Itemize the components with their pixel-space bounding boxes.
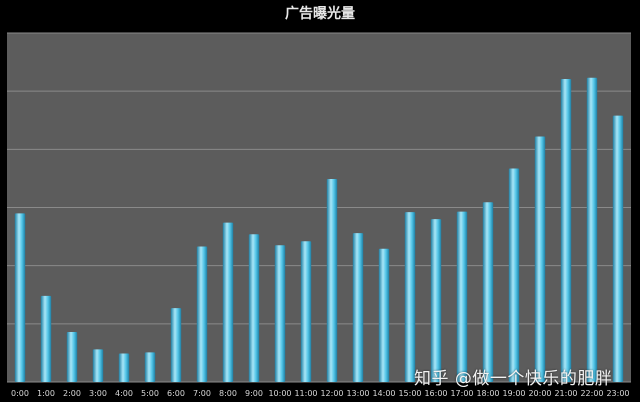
x-tick-label: 13:00 [346,389,369,398]
chart-title: 广告曝光量 [285,5,355,22]
x-tick-label: 16:00 [424,389,447,398]
bar-16:00 [430,219,442,382]
bar-6:00 [170,308,182,382]
x-tick-label: 18:00 [476,389,499,398]
bar-20:00 [534,136,546,382]
bar-3:00 [92,349,104,382]
bar-11:00 [300,241,312,382]
x-tick-label: 0:00 [11,389,29,398]
x-tick-label: 3:00 [89,389,107,398]
bar-10:00 [274,245,286,382]
x-tick-labels: 0:00 1:00 2:00 3:00 4:00 5:00 6:00 7:00 8:00 9:00… [11,389,630,398]
x-tick-label: 11:00 [294,389,317,398]
bar-18:00 [482,202,494,382]
bar-17:00 [456,211,468,382]
x-tick-label: 8:00 [219,389,237,398]
watermark-text: 知乎 @做一个快乐的肥胖 [414,369,613,389]
x-tick-label: 12:00 [320,389,343,398]
bars [14,77,624,383]
x-tick-label: 7:00 [193,389,211,398]
bar-19:00 [508,168,520,382]
x-tick-label: 6:00 [167,389,185,398]
x-tick-label: 4:00 [115,389,133,398]
bar-8:00 [222,222,234,382]
bar-12:00 [326,178,338,382]
x-tick-label: 14:00 [372,389,395,398]
x-tick-label: 5:00 [141,389,159,398]
bar-1:00 [40,295,52,382]
x-tick-label: 21:00 [554,389,577,398]
x-tick-label: 10:00 [268,389,291,398]
bar-0:00 [14,213,26,382]
bar-21:00 [560,78,572,383]
bar-23:00 [612,115,624,382]
bar-4:00 [118,353,130,382]
x-tick-label: 2:00 [63,389,81,398]
bar-13:00 [352,233,364,382]
bar-14:00 [378,248,390,382]
bar-9:00 [248,234,260,382]
x-tick-label: 23:00 [606,389,629,398]
x-tick-label: 17:00 [450,389,473,398]
bar-7:00 [196,246,208,382]
x-tick-label: 9:00 [245,389,263,398]
x-tick-label: 15:00 [398,389,421,398]
bar-22:00 [586,77,598,382]
x-tick-label: 1:00 [37,389,55,398]
gridlines [7,32,631,383]
bar-2:00 [66,331,78,382]
x-tick-label: 22:00 [580,389,603,398]
bar-5:00 [144,352,156,382]
x-tick-label: 20:00 [528,389,551,398]
x-tick-label: 19:00 [502,389,525,398]
bar-15:00 [404,212,416,382]
